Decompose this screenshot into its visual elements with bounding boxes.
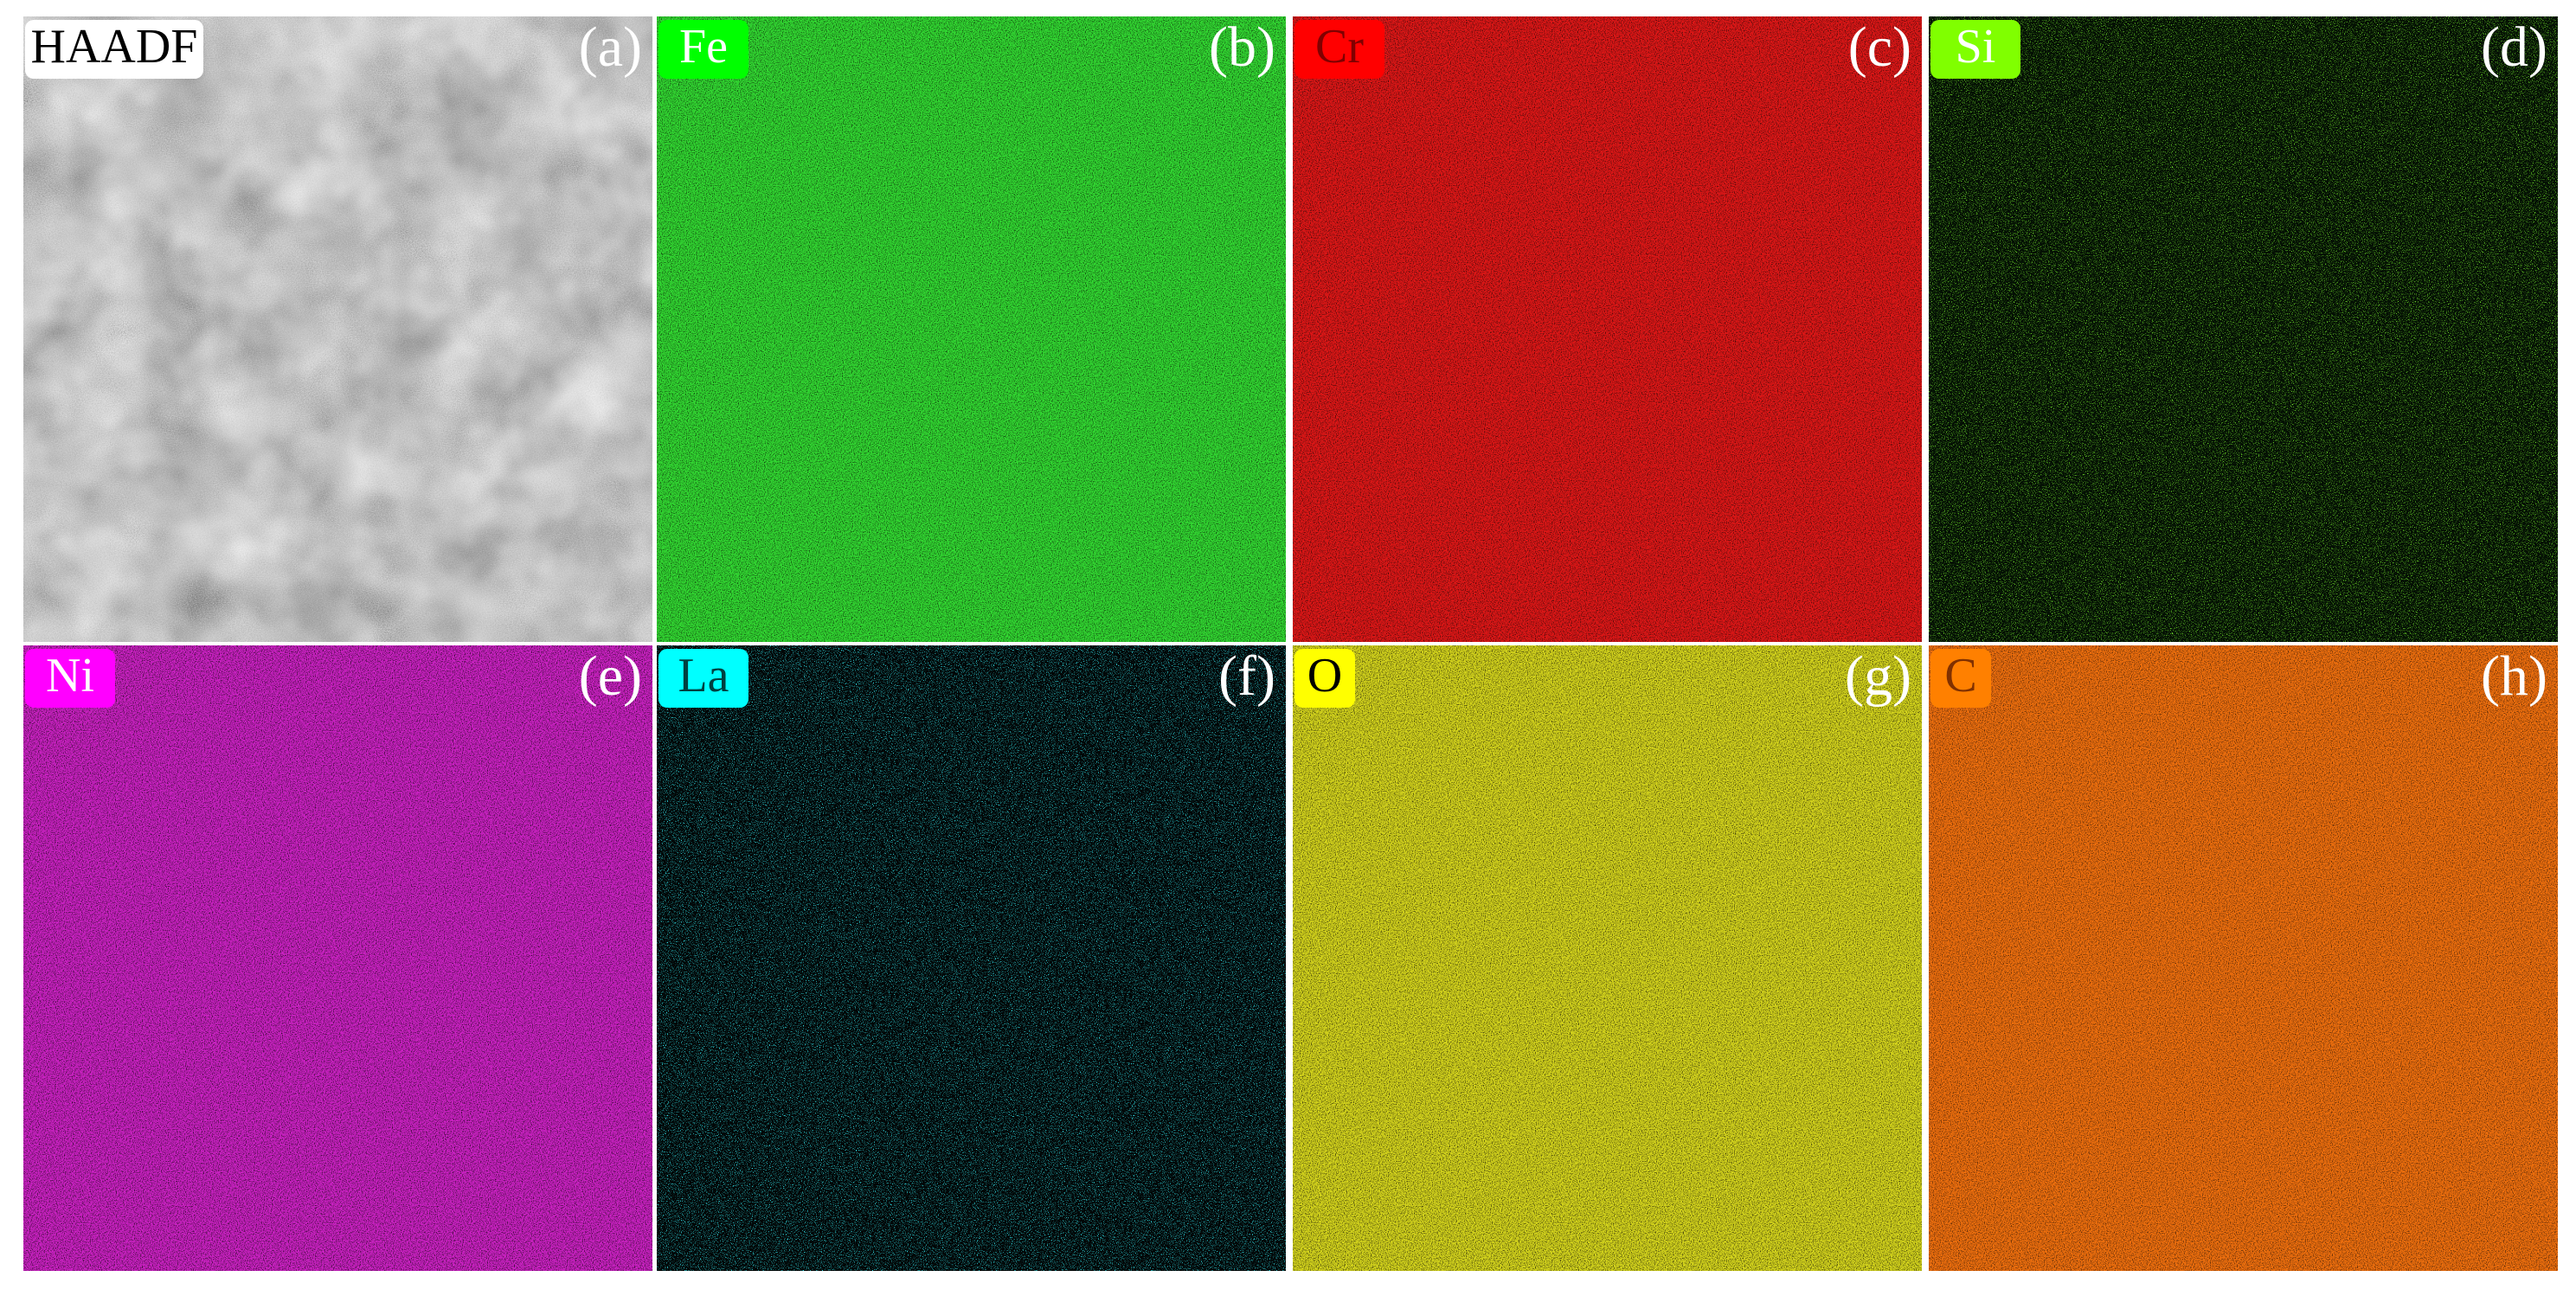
map-signal [657, 16, 1286, 642]
map-signal [1293, 645, 1922, 1271]
panel-letter: (b) [1209, 16, 1275, 79]
element-tag: C [1944, 649, 1976, 703]
element-tag-box [1930, 20, 2020, 79]
element-tag-box [25, 20, 203, 79]
map-signal [1293, 16, 1922, 642]
map-signal [1929, 645, 2558, 1271]
element-tag-box [25, 649, 115, 708]
map-panel: HAADF (a) [23, 16, 652, 642]
element-tag: La [678, 649, 729, 703]
element-tag-box [1930, 649, 1991, 708]
map-panel: Si (d) [1929, 16, 2558, 642]
panel-letter: (c) [1848, 16, 1911, 79]
map-signal [1929, 16, 2558, 642]
element-tag: HAADF [31, 20, 198, 74]
element-tag-box [1294, 649, 1355, 708]
panel-letter: (a) [579, 16, 642, 79]
panel-letter: (g) [1845, 645, 1911, 708]
panel-letter: (f) [1218, 645, 1275, 708]
panel-letter: (e) [579, 645, 642, 708]
map-panel: Fe (b) [657, 16, 1286, 642]
map-signal [23, 645, 652, 1271]
panel-letter: (h) [2481, 645, 2547, 708]
map-panel: Cr (c) [1293, 16, 1922, 642]
map-panel: C (h) [1929, 645, 2558, 1271]
map-panel: La (f) [657, 645, 1286, 1271]
haadf-image [23, 16, 652, 642]
element-tag: Fe [679, 20, 728, 74]
element-tag: O [1307, 649, 1342, 703]
element-tag: Si [1956, 20, 1996, 74]
map-signal [657, 645, 1286, 1271]
map-panel: O (g) [1293, 645, 1922, 1271]
element-tag-box [658, 20, 748, 79]
element-tag: Cr [1315, 20, 1364, 74]
map-panel: Ni (e) [23, 645, 652, 1271]
element-tag-box [658, 649, 748, 708]
element-tag: Ni [46, 649, 94, 703]
panel-letter: (d) [2481, 16, 2547, 79]
element-tag-box [1294, 20, 1384, 79]
